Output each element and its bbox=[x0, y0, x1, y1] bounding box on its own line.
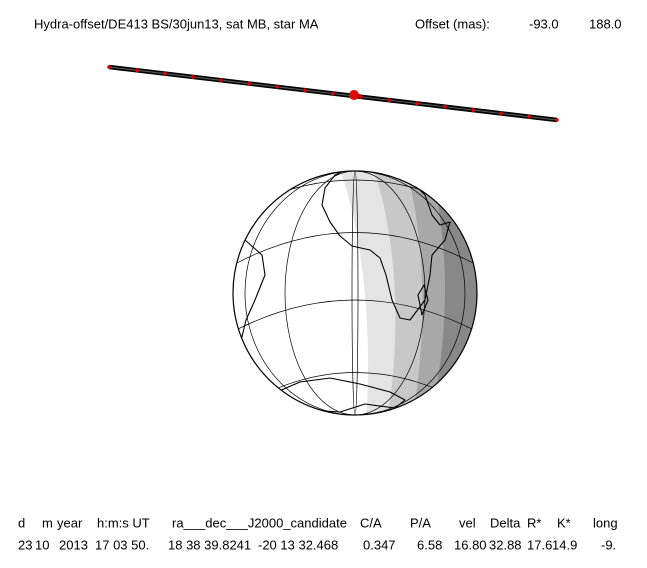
column-header: year bbox=[57, 515, 83, 530]
table-cell: -9. bbox=[601, 537, 616, 552]
track-dot bbox=[107, 65, 111, 69]
table-cell: -20 13 32.468 bbox=[258, 537, 338, 552]
track-dot bbox=[163, 71, 167, 76]
track-dot bbox=[555, 118, 559, 122]
offset-label: Offset (mas): bbox=[415, 16, 490, 31]
track-dot bbox=[499, 111, 503, 116]
track-dot bbox=[359, 95, 363, 99]
track-dot bbox=[275, 85, 279, 89]
table-cell: 16.80 bbox=[454, 537, 487, 552]
globe bbox=[232, 170, 478, 416]
central-point bbox=[349, 90, 359, 100]
track-dot bbox=[415, 101, 419, 106]
table-cell: 10 bbox=[35, 537, 49, 552]
map-title: Hydra-offset/DE413 BS/30jun13, sat MB, s… bbox=[34, 16, 319, 31]
column-header: m bbox=[42, 515, 53, 530]
track-dot bbox=[247, 81, 251, 86]
column-header: R* bbox=[527, 515, 541, 530]
column-header: C/A bbox=[360, 515, 382, 530]
track-dot bbox=[135, 68, 139, 73]
table-cell: 6.58 bbox=[417, 537, 442, 552]
table-cell: 23 bbox=[18, 537, 32, 552]
table-cell: 17.6 bbox=[527, 537, 552, 552]
table-cell: 14.9 bbox=[552, 537, 577, 552]
track-dot bbox=[387, 98, 391, 102]
column-header: P/A bbox=[410, 515, 431, 530]
column-header: long bbox=[593, 515, 618, 530]
column-header: d bbox=[18, 515, 25, 530]
track-dot bbox=[191, 75, 195, 79]
table-cell: 0.347 bbox=[363, 537, 396, 552]
track-dot bbox=[219, 78, 223, 83]
table-cell: 18 38 39.8241 bbox=[168, 537, 251, 552]
track-dot bbox=[303, 88, 307, 92]
column-header: K* bbox=[557, 515, 571, 530]
occultation-track bbox=[107, 64, 559, 123]
track-dot bbox=[471, 108, 475, 112]
column-header: vel bbox=[459, 515, 476, 530]
offset-value: 188.0 bbox=[589, 16, 622, 31]
column-header: ra___dec___J2000_candidate bbox=[172, 515, 347, 530]
table-cell: 2013 bbox=[59, 537, 88, 552]
data-table: d m year h:m:s UT ra___dec___J2000_candidate… bbox=[18, 515, 618, 552]
column-header: Delta bbox=[490, 515, 521, 530]
track-dot bbox=[443, 104, 447, 109]
track-dot bbox=[331, 91, 335, 96]
table-cell: 32.88 bbox=[489, 537, 522, 552]
column-header: h:m:s UT bbox=[97, 515, 150, 530]
offset-value: -93.0 bbox=[529, 16, 559, 31]
track-dot bbox=[527, 114, 531, 119]
table-cell: 17 03 50. bbox=[95, 537, 149, 552]
